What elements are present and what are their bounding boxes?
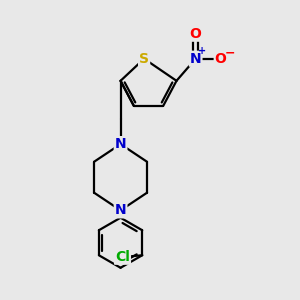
- Text: +: +: [198, 46, 206, 56]
- Text: N: N: [190, 52, 202, 66]
- Text: N: N: [115, 137, 126, 151]
- Text: −: −: [225, 46, 235, 59]
- Text: Cl: Cl: [115, 250, 130, 264]
- Text: O: O: [190, 27, 202, 41]
- Text: O: O: [215, 52, 226, 66]
- Text: N: N: [115, 203, 126, 218]
- Text: S: S: [139, 52, 149, 66]
